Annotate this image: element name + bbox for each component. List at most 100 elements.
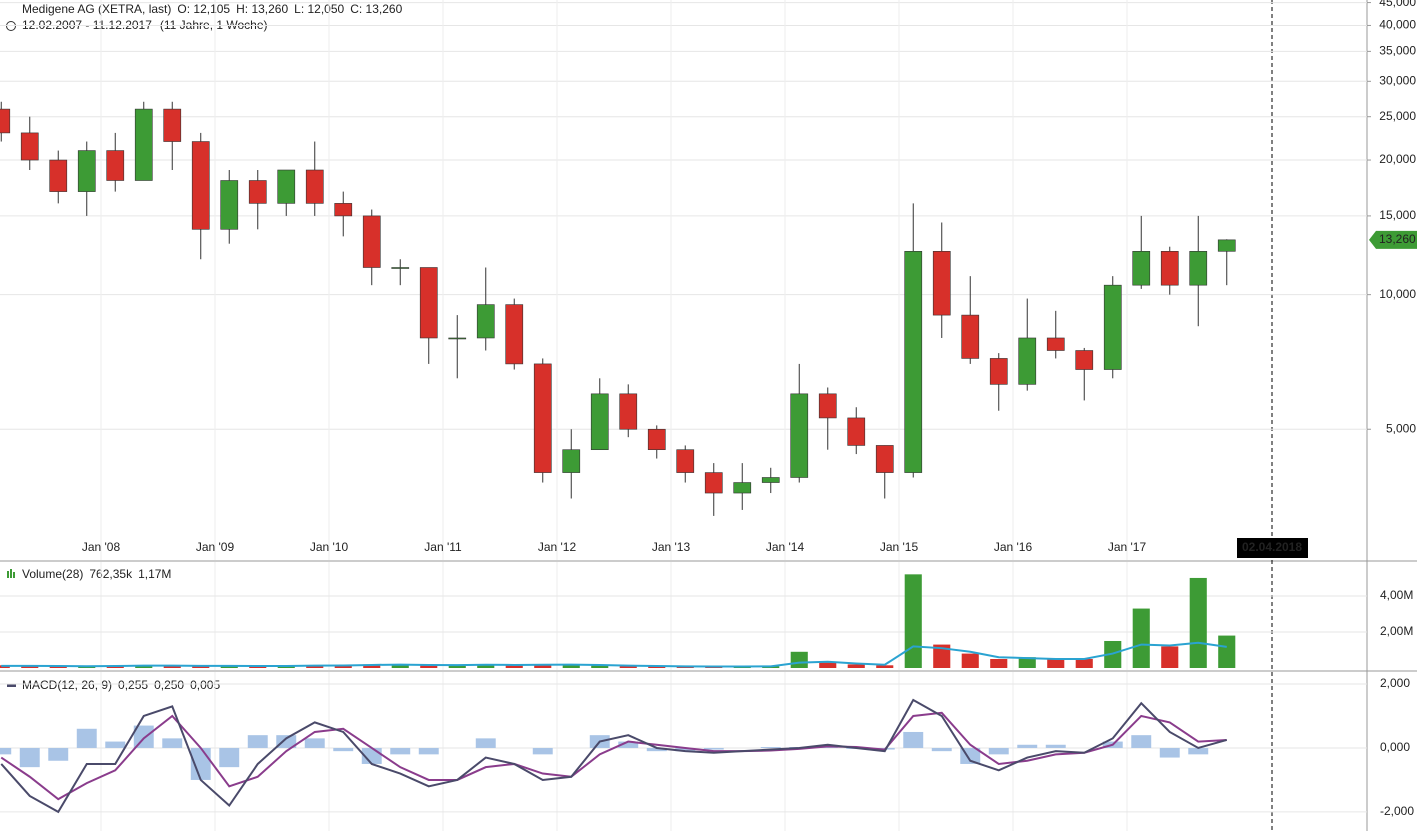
macd-histogram-bar <box>162 738 183 748</box>
volume-bar <box>448 665 466 668</box>
candle-body <box>562 449 581 473</box>
y-tick-label: 20,000 <box>1379 152 1416 166</box>
macd-histogram-bar <box>276 735 297 748</box>
macd-histogram-bar <box>475 738 496 748</box>
macd-histogram-bar <box>903 731 924 748</box>
volume-icon <box>13 572 15 578</box>
volume-bar <box>505 665 523 668</box>
volume-icon <box>10 569 12 578</box>
macd-histogram-bar <box>333 747 354 752</box>
x-tick-label: Jan '14 <box>766 540 805 554</box>
volume-bar <box>21 665 39 668</box>
volume-bar <box>562 664 580 668</box>
macd-histogram-bar <box>675 747 696 752</box>
x-tick-label: Jan '17 <box>1108 540 1147 554</box>
x-tick-label: Jan '13 <box>652 540 691 554</box>
volume-bar <box>819 662 837 668</box>
volume-bar <box>391 664 409 668</box>
volume-bar <box>876 665 894 668</box>
volume-bar <box>249 666 267 668</box>
volume-bar <box>1132 608 1150 668</box>
volume-bar <box>619 666 637 668</box>
macd-histogram-bar <box>703 747 724 750</box>
header-text: O: 12,105 <box>177 2 230 16</box>
candle-body <box>334 203 353 217</box>
x-tick-label: Jan '16 <box>994 540 1033 554</box>
header-text: 1,17M <box>138 567 171 581</box>
volume-bar <box>591 665 609 668</box>
macd-histogram-bar <box>219 747 240 768</box>
candle-body <box>248 180 267 204</box>
header-text: H: 13,260 <box>236 2 288 16</box>
candle-body <box>220 180 239 230</box>
y-tick-label: 2,00M <box>1380 624 1413 638</box>
volume-bar <box>1075 658 1093 668</box>
volume-bar <box>192 665 210 668</box>
macd-histogram-bar <box>19 747 40 768</box>
header-text: 0,005 <box>190 678 220 692</box>
macd-histogram-bar <box>1188 747 1209 755</box>
candle-body <box>790 393 809 478</box>
y-tick-label: 10,000 <box>1379 287 1416 301</box>
y-tick-label: 30,000 <box>1379 73 1416 87</box>
volume-bar <box>220 665 238 668</box>
volume-bar <box>420 665 438 668</box>
y-tick-label: 4,00M <box>1380 588 1413 602</box>
volume-bar <box>363 664 381 668</box>
date-marker-label: 02.04.2018 <box>1242 540 1302 554</box>
header-text: 0,250 <box>154 678 184 692</box>
candle-body <box>904 251 923 473</box>
volume-bar <box>1189 577 1207 668</box>
candle-body <box>191 141 210 230</box>
volume-bar <box>961 653 979 668</box>
macd-histogram-bar <box>390 747 411 755</box>
candle-body <box>448 337 467 340</box>
header-text: 0,255 <box>118 678 148 692</box>
x-tick-label: Jan '10 <box>310 540 349 554</box>
volume-bar <box>1218 635 1236 668</box>
candle-body <box>1075 350 1094 370</box>
candle-body <box>989 358 1008 385</box>
macd-histogram-bar <box>931 747 952 752</box>
volume-bar <box>847 664 865 668</box>
candle-body <box>1018 337 1037 385</box>
candle-body <box>1103 284 1122 370</box>
candle-body <box>106 150 125 181</box>
candle-body <box>362 215 381 268</box>
candle-body <box>847 417 866 446</box>
macd-histogram-bar <box>133 725 154 748</box>
candle-body <box>619 393 638 430</box>
volume-bar <box>163 665 181 668</box>
macd-histogram-bar <box>1159 747 1180 758</box>
candle-body <box>1160 251 1179 286</box>
candle-body <box>761 477 780 483</box>
macd-histogram-bar <box>48 747 69 761</box>
volume-bar <box>790 651 808 668</box>
volume-bar <box>334 665 352 668</box>
volume-bar <box>1018 657 1036 668</box>
macd-histogram-bar <box>1045 744 1066 748</box>
macd-line <box>0 698 1228 814</box>
signal-line <box>0 711 1227 801</box>
y-tick-label: 5,000 <box>1386 421 1416 435</box>
header-text: C: 13,260 <box>350 2 402 16</box>
macd-icon <box>7 684 16 687</box>
macd-histogram-bar <box>532 747 553 755</box>
candle-body <box>277 169 296 204</box>
candle-body <box>391 267 410 269</box>
x-tick-label: Jan '08 <box>82 540 121 554</box>
candle-body <box>533 363 552 473</box>
volume-bar <box>904 574 922 668</box>
candle-body <box>590 393 609 451</box>
header-text: Medigene AG (XETRA, last) <box>22 2 171 16</box>
volume-ma-line <box>1 641 1227 668</box>
candle-body <box>1132 251 1151 286</box>
y-tick-label: 15,000 <box>1379 208 1416 222</box>
y-tick-label: 2,000 <box>1380 676 1410 690</box>
candle-body <box>0 108 11 134</box>
macd-histogram-bar <box>646 747 667 752</box>
candle-body <box>305 169 324 204</box>
candle-body <box>704 472 723 494</box>
macd-histogram-bar <box>760 747 781 748</box>
